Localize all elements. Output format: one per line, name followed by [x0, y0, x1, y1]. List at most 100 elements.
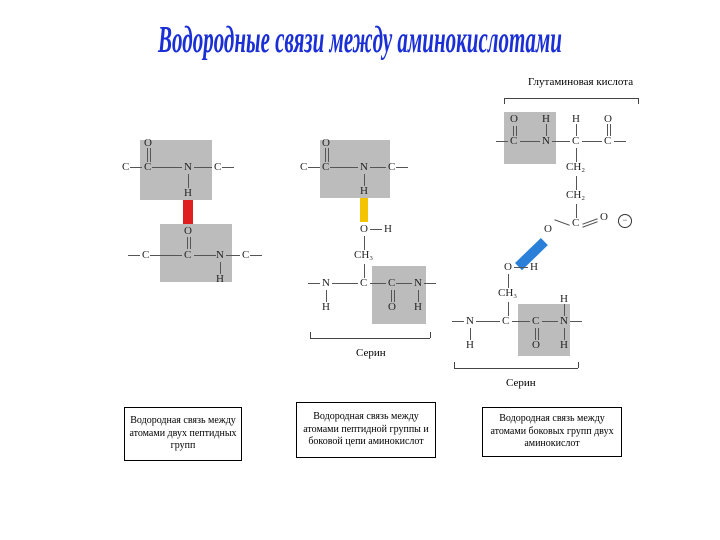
bond: [576, 124, 577, 136]
bond: [325, 148, 326, 162]
atom-label: C: [502, 316, 509, 327]
bond: [370, 167, 386, 168]
bond: [370, 283, 386, 284]
bond: [542, 321, 558, 322]
atom-label: C: [360, 278, 367, 289]
caption-a: Водородная связь между атомами двух пепт…: [124, 407, 242, 461]
atom-label: O: [510, 114, 518, 125]
bond: [396, 283, 412, 284]
atom-label: O: [532, 340, 540, 351]
atom-label: H: [384, 224, 392, 235]
bond: [226, 255, 240, 256]
atom-label: H: [322, 302, 330, 313]
atom-label: CH₂: [566, 162, 585, 173]
atom-label: O: [504, 262, 512, 273]
atom-label: N: [184, 162, 192, 173]
serine-label-b: Серин: [356, 347, 386, 359]
bond: [308, 283, 320, 284]
diagram-c: O C N H C H C O CH₂ CH₂ C O O −: [470, 90, 670, 390]
bond: [576, 176, 577, 190]
atom-label: C: [322, 162, 329, 173]
atom-label: H: [216, 274, 224, 285]
bond: [610, 124, 611, 136]
atom-label: O: [322, 138, 330, 149]
atom-label: C: [572, 136, 579, 147]
bond: [552, 141, 570, 142]
bracket-end: [638, 98, 639, 104]
atom-label: O: [544, 224, 552, 235]
atom-label: H: [560, 294, 568, 305]
atom-label: H: [414, 302, 422, 313]
bond: [396, 167, 408, 168]
bond: [508, 302, 509, 316]
atom-label: O: [600, 212, 608, 223]
bond: [512, 321, 530, 322]
bond: [576, 148, 577, 162]
bond: [330, 167, 358, 168]
atom-label: O: [604, 114, 612, 125]
page-title: Водородные связи между аминокислотами: [0, 18, 720, 63]
atom-label: H: [560, 340, 568, 351]
bond: [190, 237, 191, 249]
serine-label-c: Серин: [506, 377, 536, 389]
bond: [194, 167, 212, 168]
hbond-yellow: [360, 198, 368, 222]
bond: [582, 141, 602, 142]
bond: [607, 124, 608, 136]
caption-b-text: Водородная связь между атомами пептидной…: [300, 411, 432, 449]
bracket-top: [504, 98, 638, 99]
bond: [150, 255, 182, 256]
atom-label: O: [360, 224, 368, 235]
atom-label: C: [144, 162, 151, 173]
bond: [364, 264, 365, 278]
caption-c: Водородная связь между атомами боковых г…: [482, 407, 622, 457]
bond: [222, 167, 234, 168]
bond: [424, 283, 436, 284]
caption-a-text: Водородная связь между атомами двух пепт…: [128, 415, 238, 453]
bond: [250, 255, 262, 256]
hbond-red: [183, 200, 193, 224]
atom-label: H: [184, 188, 192, 199]
atom-label: O: [184, 226, 192, 237]
grey-box-b-top: [320, 140, 390, 198]
atom-label: O: [144, 138, 152, 149]
bond: [150, 148, 151, 162]
bond: [554, 219, 569, 225]
bond: [564, 304, 565, 316]
atom-label: H: [530, 262, 538, 273]
atom-label: C: [242, 250, 249, 261]
bracket-end: [504, 98, 505, 104]
bond: [570, 321, 582, 322]
bond: [308, 167, 320, 168]
bracket-bot: [454, 368, 578, 369]
atom-label: N: [216, 250, 224, 261]
atom-label: C: [214, 162, 221, 173]
caption-b: Водородная связь между атомами пептидной…: [296, 402, 436, 458]
atom-label: C: [532, 316, 539, 327]
page: Водородные связи между аминокислотами C …: [0, 0, 720, 540]
bond: [520, 141, 540, 142]
bracket: [310, 338, 430, 339]
atom-label: H: [466, 340, 474, 351]
atom-label: C: [604, 136, 611, 147]
bond: [128, 255, 140, 256]
bond: [332, 283, 358, 284]
bond: [508, 274, 509, 288]
atom-label: C: [388, 162, 395, 173]
bond: [194, 255, 216, 256]
atom-label: C: [300, 162, 307, 173]
bond: [614, 141, 626, 142]
diagram-a: C C N C O H O C C N C H: [120, 140, 270, 340]
bracket-end: [454, 362, 455, 368]
atom-label: C: [122, 162, 129, 173]
bond: [476, 321, 500, 322]
atom-label: N: [414, 278, 422, 289]
atom-label: C: [572, 218, 579, 229]
bond: [130, 167, 142, 168]
atom-label: H: [360, 186, 368, 197]
atom-label: N: [360, 162, 368, 173]
atom-label: N: [322, 278, 330, 289]
glutamic-label: Глутаминовая кислота: [528, 76, 633, 88]
bond: [328, 148, 329, 162]
bond: [546, 124, 547, 136]
